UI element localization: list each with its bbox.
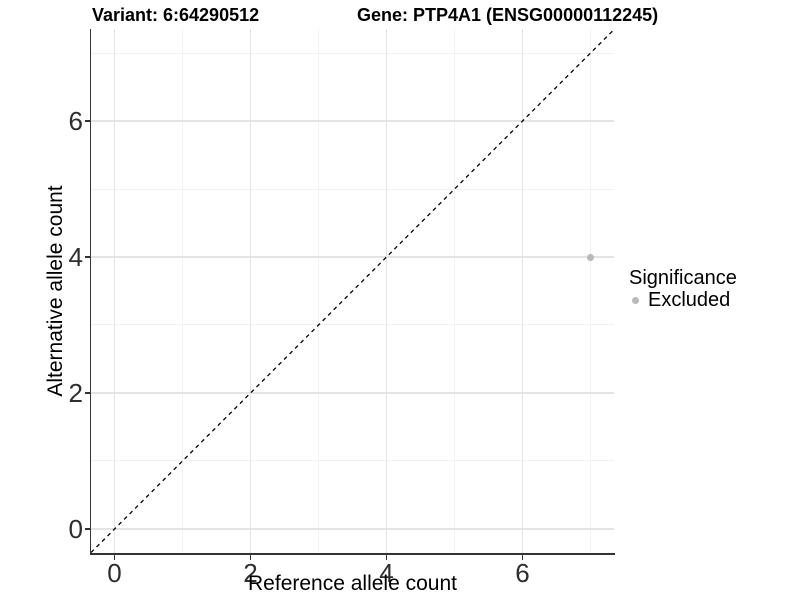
y-tick-label: 4 (68, 242, 83, 272)
plot-title-variant: Variant: 6:64290512 (92, 5, 260, 25)
y-gridline-major (91, 256, 614, 258)
legend: Significance Excluded (629, 267, 737, 311)
x-gridline-minor (318, 29, 320, 553)
legend-title: Significance (629, 267, 737, 289)
legend-item-label: Excluded (648, 289, 731, 311)
y-axis-line (89, 29, 92, 555)
y-tick-label: 0 (68, 513, 83, 544)
legend-item: Excluded (629, 289, 737, 311)
y-gridline-major (91, 528, 614, 530)
x-gridline-major (113, 29, 116, 553)
y-tick-mark (84, 528, 90, 530)
y-gridline-major (91, 120, 614, 122)
x-gridline-major (249, 29, 252, 553)
x-axis-title: Reference allele count (248, 572, 457, 595)
x-tick-label: 6 (515, 558, 530, 588)
data-point (587, 253, 595, 261)
legend-dot-icon (632, 296, 639, 304)
y-tick-mark (84, 120, 90, 122)
x-axis-line (89, 553, 615, 555)
y-axis-title: Alternative allele count (44, 185, 67, 397)
x-gridline-major (521, 29, 524, 553)
y-gridline-minor (91, 460, 614, 462)
y-tick-label: 2 (68, 377, 83, 408)
plot-title-gene: Gene: PTP4A1 (ENSG00000112245) (357, 5, 659, 25)
x-gridline-minor (590, 29, 592, 553)
x-gridline-minor (454, 29, 456, 553)
y-gridline-minor (91, 52, 614, 54)
x-gridline-major (385, 29, 388, 553)
plot-panel (91, 29, 614, 553)
x-gridline-minor (182, 29, 184, 553)
y-tick-label: 6 (68, 106, 83, 136)
x-tick-mark (521, 554, 524, 560)
y-gridline-minor (91, 324, 614, 326)
y-gridline-major (91, 392, 614, 394)
identity-line (91, 29, 614, 553)
y-tick-mark (84, 256, 90, 258)
x-tick-mark (113, 554, 116, 560)
x-tick-label: 0 (107, 558, 122, 588)
x-tick-mark (249, 554, 252, 560)
x-tick-label: 4 (379, 558, 394, 588)
x-tick-label: 2 (243, 558, 258, 588)
x-tick-mark (385, 554, 388, 560)
y-gridline-minor (91, 188, 614, 190)
y-tick-mark (84, 392, 90, 394)
